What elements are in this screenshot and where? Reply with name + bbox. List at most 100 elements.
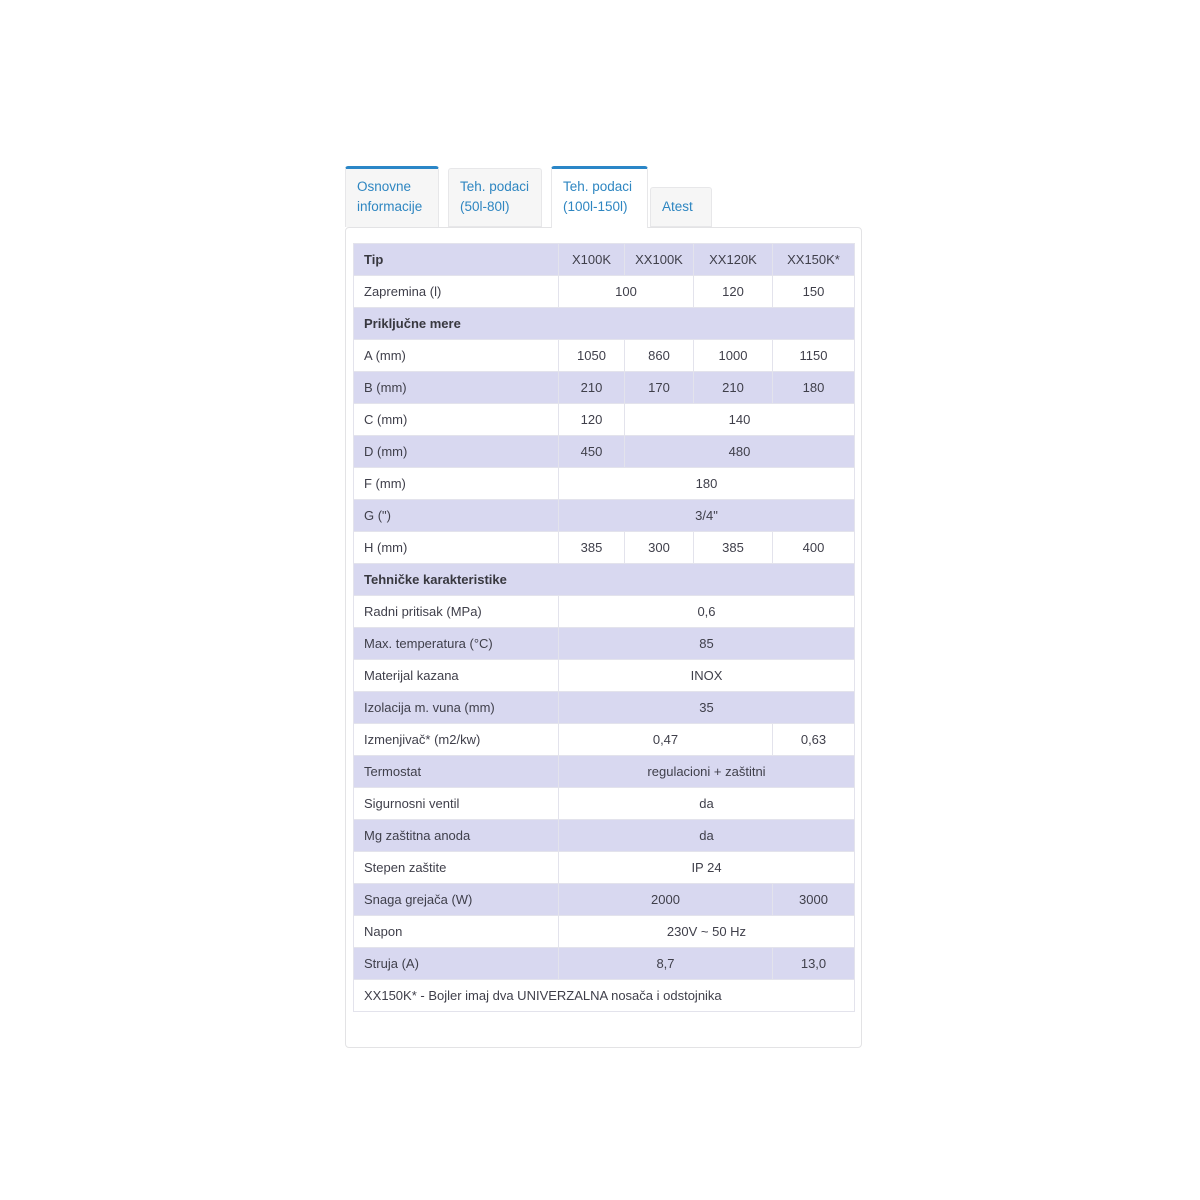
column-header: X100K bbox=[558, 243, 625, 276]
cell-value: 180 bbox=[558, 467, 855, 500]
row-label: Zapremina (l) bbox=[353, 275, 559, 308]
tab-label-line1: Teh. podaci bbox=[460, 179, 530, 194]
row-label: A (mm) bbox=[353, 339, 559, 372]
spec-panel: Tip X100K XX100K XX120K XX150K* Zapremina (l)… bbox=[345, 227, 862, 1048]
table-row: Struja (A) 8,7 13,0 bbox=[353, 947, 855, 980]
cell-value: 450 bbox=[558, 435, 625, 468]
row-label: Stepen zaštite bbox=[353, 851, 559, 884]
table-row: G (") 3/4" bbox=[353, 499, 855, 532]
tab-label-line2: (50l-80l) bbox=[460, 199, 510, 215]
table-row: Mg zaštitna anoda da bbox=[353, 819, 855, 852]
tab-label-line1: Teh. podaci bbox=[563, 179, 633, 194]
row-label: Termostat bbox=[353, 755, 559, 788]
cell-value: 0,63 bbox=[772, 723, 855, 756]
tab-atest[interactable]: Atest bbox=[650, 187, 712, 227]
table-row: Sigurnosni ventil da bbox=[353, 787, 855, 820]
tab-label-line1: Osnovne bbox=[357, 179, 412, 194]
cell-value: 150 bbox=[772, 275, 855, 308]
row-label: Sigurnosni ventil bbox=[353, 787, 559, 820]
cell-value: 1150 bbox=[772, 339, 855, 372]
table-row: B (mm) 210 170 210 180 bbox=[353, 371, 855, 404]
row-label: Izmenjivač* (m2/kw) bbox=[353, 723, 559, 756]
cell-value: 210 bbox=[693, 371, 773, 404]
row-label: H (mm) bbox=[353, 531, 559, 564]
cell-value: 13,0 bbox=[772, 947, 855, 980]
spec-table: Tip X100K XX100K XX120K XX150K* Zapremina (l)… bbox=[353, 243, 855, 1012]
footnote-cell: XX150K* - Bojler imaj dva UNIVERZALNA no… bbox=[353, 979, 855, 1012]
row-label: F (mm) bbox=[353, 467, 559, 500]
table-row: Zapremina (l) 100 120 150 bbox=[353, 275, 855, 308]
row-label: Napon bbox=[353, 915, 559, 948]
cell-value: 210 bbox=[558, 371, 625, 404]
row-label: Materijal kazana bbox=[353, 659, 559, 692]
table-row: Napon 230V ~ 50 Hz bbox=[353, 915, 855, 948]
table-row: Radni pritisak (MPa) 0,6 bbox=[353, 595, 855, 628]
cell-value: 120 bbox=[693, 275, 773, 308]
row-label: D (mm) bbox=[353, 435, 559, 468]
row-label: B (mm) bbox=[353, 371, 559, 404]
table-row: Max. temperatura (°C) 85 bbox=[353, 627, 855, 660]
table-row: Materijal kazana INOX bbox=[353, 659, 855, 692]
cell-value: 480 bbox=[624, 435, 855, 468]
row-label: Snaga grejača (W) bbox=[353, 883, 559, 916]
table-row: XX150K* - Bojler imaj dva UNIVERZALNA no… bbox=[353, 979, 855, 1012]
cell-value: 8,7 bbox=[558, 947, 773, 980]
section-title: Priključne mere bbox=[353, 307, 855, 340]
row-label: Izolacija m. vuna (mm) bbox=[353, 691, 559, 724]
column-header: XX120K bbox=[693, 243, 773, 276]
cell-value: regulacioni + zaštitni bbox=[558, 755, 855, 788]
row-label: C (mm) bbox=[353, 403, 559, 436]
table-row: Izmenjivač* (m2/kw) 0,47 0,63 bbox=[353, 723, 855, 756]
cell-value: 3/4" bbox=[558, 499, 855, 532]
section-row: Priključne mere bbox=[353, 307, 855, 340]
cell-value: 1000 bbox=[693, 339, 773, 372]
tab-label-line1: Atest bbox=[662, 199, 693, 214]
table-row: Stepen zaštite IP 24 bbox=[353, 851, 855, 884]
cell-value: 0,47 bbox=[558, 723, 773, 756]
cell-value: 120 bbox=[558, 403, 625, 436]
cell-value: 3000 bbox=[772, 883, 855, 916]
cell-value: 385 bbox=[558, 531, 625, 564]
table-row: D (mm) 450 480 bbox=[353, 435, 855, 468]
table-row: C (mm) 120 140 bbox=[353, 403, 855, 436]
tab-teh-podaci-50-80[interactable]: Teh. podaci (50l-80l) bbox=[448, 168, 542, 227]
tab-teh-podaci-100-150[interactable]: Teh. podaci (100l-150l) bbox=[551, 166, 648, 228]
table-row: Tip X100K XX100K XX120K XX150K* bbox=[353, 243, 855, 276]
tab-label-line2: (100l-150l) bbox=[563, 199, 628, 215]
row-label: Max. temperatura (°C) bbox=[353, 627, 559, 660]
section-title: Tehničke karakteristike bbox=[353, 563, 855, 596]
column-header: XX150K* bbox=[772, 243, 855, 276]
row-label: G (") bbox=[353, 499, 559, 532]
table-row: Izolacija m. vuna (mm) 35 bbox=[353, 691, 855, 724]
cell-value: 300 bbox=[624, 531, 694, 564]
table-row: Termostat regulacioni + zaštitni bbox=[353, 755, 855, 788]
cell-value: da bbox=[558, 819, 855, 852]
cell-value: 1050 bbox=[558, 339, 625, 372]
cell-value: 140 bbox=[624, 403, 855, 436]
cell-value: IP 24 bbox=[558, 851, 855, 884]
cell-value: 100 bbox=[558, 275, 694, 308]
cell-value: 85 bbox=[558, 627, 855, 660]
section-row: Tehničke karakteristike bbox=[353, 563, 855, 596]
cell-value: INOX bbox=[558, 659, 855, 692]
cell-value: 180 bbox=[772, 371, 855, 404]
cell-value: 860 bbox=[624, 339, 694, 372]
table-row: Snaga grejača (W) 2000 3000 bbox=[353, 883, 855, 916]
table-row: A (mm) 1050 860 1000 1150 bbox=[353, 339, 855, 372]
tab-osnovne-informacije[interactable]: Osnovne informacije bbox=[345, 166, 439, 227]
row-label: Mg zaštitna anoda bbox=[353, 819, 559, 852]
table-row: H (mm) 385 300 385 400 bbox=[353, 531, 855, 564]
column-header: XX100K bbox=[624, 243, 694, 276]
cell-value: 35 bbox=[558, 691, 855, 724]
row-label: Radni pritisak (MPa) bbox=[353, 595, 559, 628]
cell-value: 385 bbox=[693, 531, 773, 564]
tab-label-line2: informacije bbox=[357, 199, 423, 215]
cell-value: 170 bbox=[624, 371, 694, 404]
cell-value: 2000 bbox=[558, 883, 773, 916]
spec-table-body: Tip X100K XX100K XX120K XX150K* Zapremina (l)… bbox=[353, 243, 855, 1012]
cell-value: da bbox=[558, 787, 855, 820]
cell-value: 230V ~ 50 Hz bbox=[558, 915, 855, 948]
table-row: F (mm) 180 bbox=[353, 467, 855, 500]
cell-value: 0,6 bbox=[558, 595, 855, 628]
